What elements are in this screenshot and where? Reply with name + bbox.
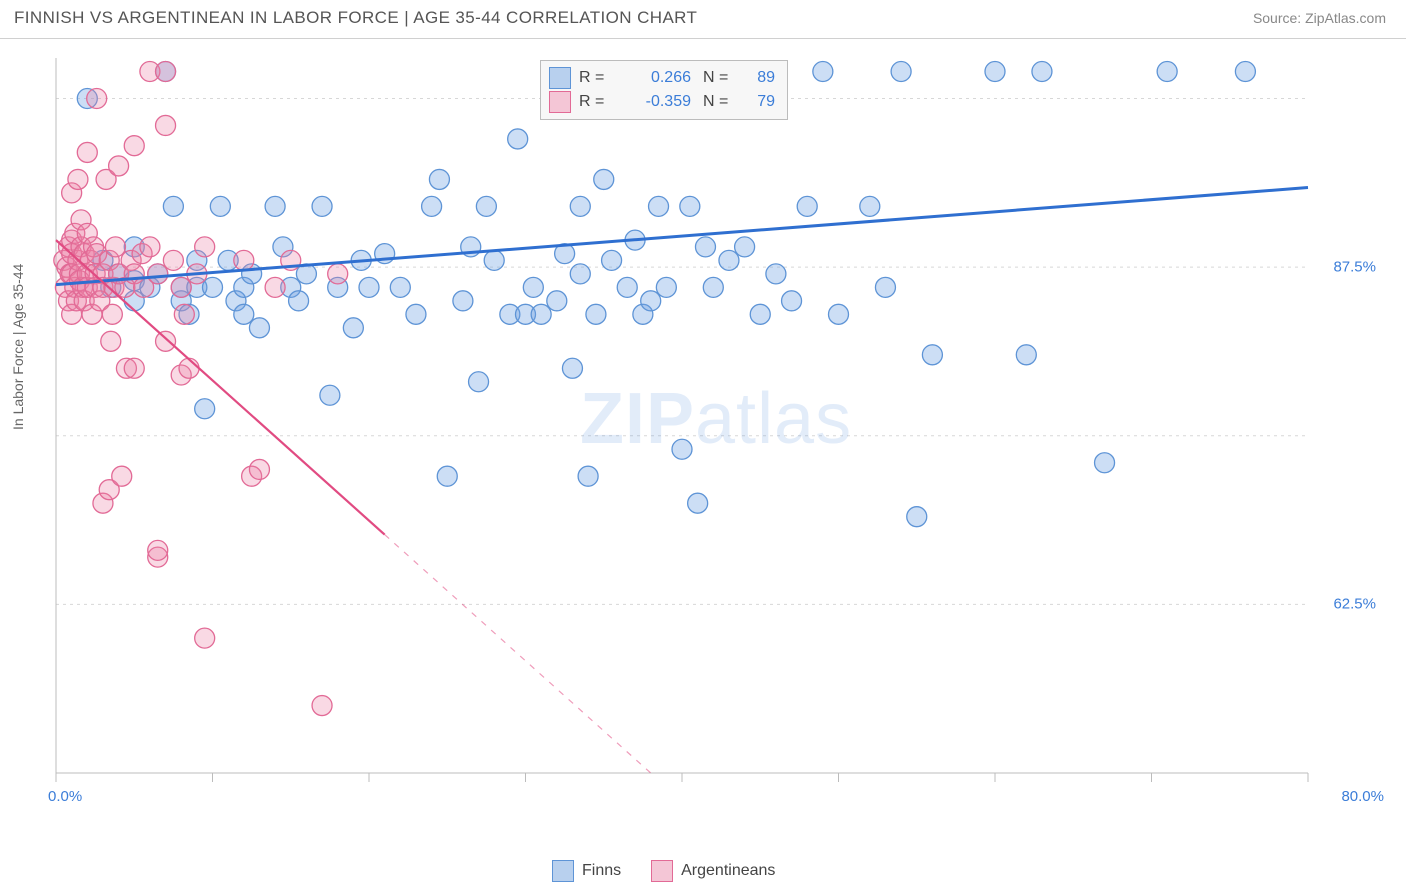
chart-header: FINNISH VS ARGENTINEAN IN LABOR FORCE | …: [0, 0, 1406, 39]
plot-area: ZIPatlas R =0.266N =89R =-0.359N =79 62.…: [50, 48, 1388, 813]
series-legend: Finns Argentineans: [552, 860, 797, 882]
n-value: 79: [745, 93, 775, 111]
x-tick-label: 80.0%: [1341, 788, 1384, 805]
legend-label: Finns: [582, 862, 621, 880]
n-label: N =: [703, 69, 737, 87]
legend-stat-row: R = -0.359 N = 79: [549, 91, 775, 113]
legend-swatch: [549, 67, 571, 89]
scatter-chart: [50, 48, 1388, 813]
legend-stat-row: R = 0.266 N = 89: [549, 67, 775, 89]
correlation-legend: R = 0.266 N = 89 R = -0.359 N = 79: [540, 60, 788, 120]
y-axis-title: In Labor Force | Age 35-44: [10, 264, 26, 430]
legend-swatch: [552, 860, 574, 882]
r-label: R =: [579, 69, 613, 87]
legend-swatch: [549, 91, 571, 113]
n-value: 89: [745, 69, 775, 87]
chart-source: Source: ZipAtlas.com: [1253, 10, 1386, 26]
chart-title: FINNISH VS ARGENTINEAN IN LABOR FORCE | …: [14, 8, 697, 28]
r-value: 0.266: [621, 69, 691, 87]
r-value: -0.359: [621, 93, 691, 111]
legend-label: Argentineans: [681, 862, 775, 880]
y-tick-label: 62.5%: [1333, 596, 1376, 613]
r-label: R =: [579, 93, 613, 111]
x-tick-label: 0.0%: [48, 788, 82, 805]
y-tick-label: 87.5%: [1333, 259, 1376, 276]
n-label: N =: [703, 93, 737, 111]
legend-swatch: [651, 860, 673, 882]
